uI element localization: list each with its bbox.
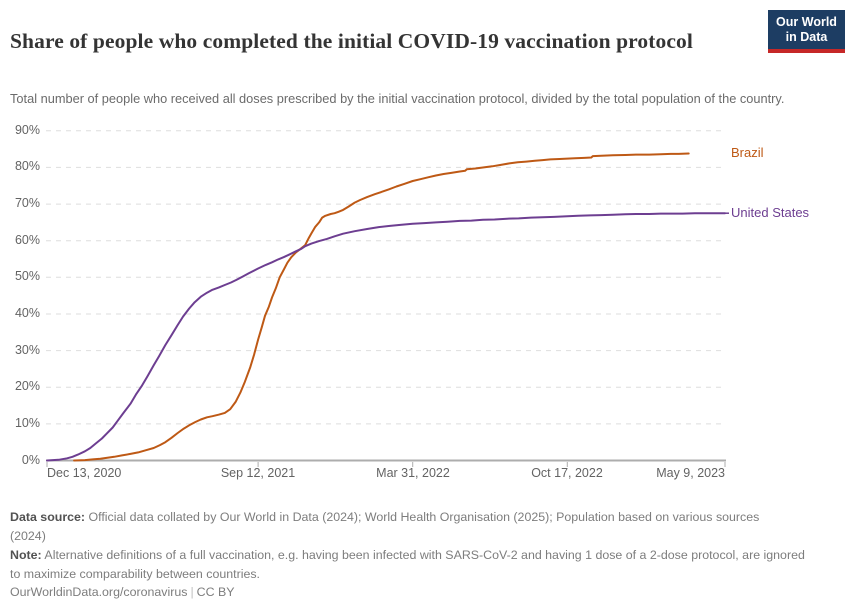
data-source-label: Data source: [10, 510, 86, 525]
data-source-line: Data source: Official data collated by O… [10, 508, 795, 545]
chart-subtitle: Total number of people who received all … [10, 90, 785, 106]
page-title: Share of people who completed the initia… [10, 29, 693, 54]
y-axis-label: 20% [14, 379, 40, 394]
data-source-text: Official data collated by Our World in D… [10, 510, 760, 543]
note-text: Alternative definitions of a full vaccin… [10, 548, 805, 581]
series-label-united-states[interactable]: United States [731, 204, 810, 220]
note-label: Note: [10, 548, 42, 563]
owid-url-link[interactable]: OurWorldinData.org/coronavirus [10, 585, 188, 600]
x-axis-label: Oct 17, 2022 [531, 466, 603, 480]
y-axis-label: 70% [14, 196, 40, 211]
owid-logo-line2: in Data [785, 30, 828, 44]
series-line-united-states[interactable] [46, 212, 726, 462]
note-line: Note: Alternative definitions of a full … [10, 546, 810, 583]
y-axis-label: 50% [14, 269, 40, 284]
y-axis-label: 80% [14, 159, 40, 174]
y-axis-label: 30% [14, 342, 40, 357]
owid-logo-line1: Our World [776, 15, 837, 29]
series-label-brazil[interactable]: Brazil [731, 145, 764, 160]
x-axis-label: Mar 31, 2022 [376, 466, 450, 480]
y-axis-label: 60% [14, 232, 40, 247]
y-axis-label: 90% [14, 122, 40, 137]
y-axis-label: 40% [14, 306, 40, 320]
owid-logo: Our World in Data [768, 10, 845, 53]
license-label: CC BY [196, 585, 235, 600]
series-line-brazil[interactable] [73, 152, 690, 462]
y-axis-label: 10% [14, 415, 40, 430]
x-axis-label: Sep 12, 2021 [220, 466, 296, 480]
citation-separator: | [190, 585, 194, 600]
y-axis-label: 0% [21, 452, 40, 467]
x-axis-label: May 9, 2023 [656, 466, 725, 480]
citation-line: OurWorldinData.org/coronavirus | CC BY [10, 583, 810, 602]
x-axis-label: Dec 13, 2020 [47, 466, 122, 480]
